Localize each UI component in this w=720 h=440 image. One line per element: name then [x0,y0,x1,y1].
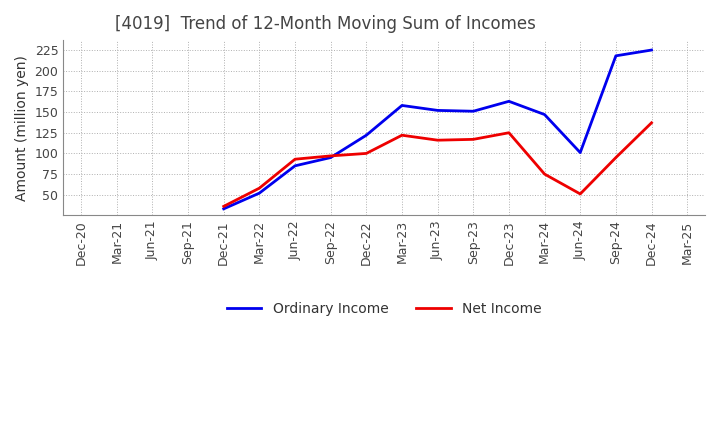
Net Income [291,157,300,162]
Ordinary Income [291,163,300,169]
Line: Ordinary Income: Ordinary Income [224,50,652,209]
Legend: Ordinary Income, Net Income: Ordinary Income, Net Income [221,296,547,321]
Text: [4019]  Trend of 12-Month Moving Sum of Incomes: [4019] Trend of 12-Month Moving Sum of I… [114,15,536,33]
Ordinary Income [469,109,477,114]
Ordinary Income [397,103,406,108]
Ordinary Income [220,206,228,212]
Ordinary Income [611,53,620,59]
Net Income [469,137,477,142]
Ordinary Income [505,99,513,104]
Ordinary Income [576,150,585,155]
Net Income [255,186,264,191]
Net Income [220,204,228,209]
Net Income [647,120,656,125]
Net Income [505,130,513,136]
Net Income [397,132,406,138]
Net Income [540,172,549,177]
Ordinary Income [255,191,264,196]
Ordinary Income [326,155,335,160]
Line: Net Income: Net Income [224,123,652,206]
Ordinary Income [433,108,442,113]
Ordinary Income [647,48,656,53]
Ordinary Income [540,112,549,117]
Net Income [611,155,620,160]
Net Income [326,153,335,158]
Ordinary Income [362,132,371,138]
Net Income [362,151,371,156]
Y-axis label: Amount (million yen): Amount (million yen) [15,55,29,201]
Net Income [576,191,585,197]
Net Income [433,138,442,143]
